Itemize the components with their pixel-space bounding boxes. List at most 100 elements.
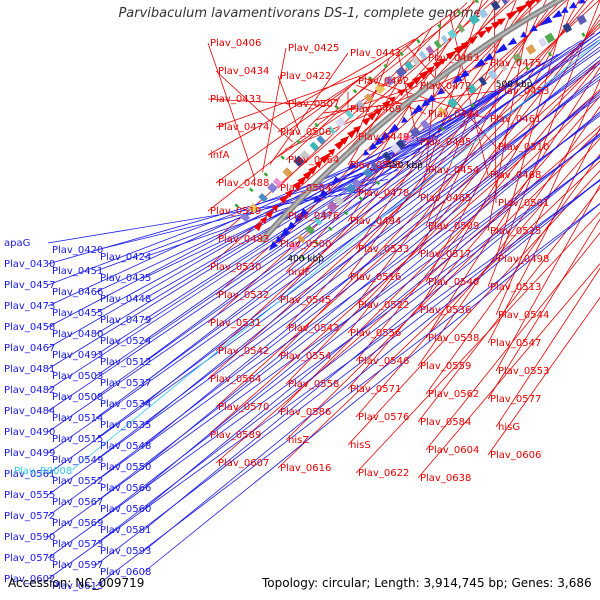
forward-cds-arrow [397,88,406,97]
forward-label-leader [207,98,332,107]
forward-gene-label: Plav_0501 [498,198,549,209]
reverse-gene-label: Plav_0613 [52,581,103,592]
reverse-label-leader [95,178,388,251]
forward-cog-block [404,60,414,71]
inner-marker [358,196,364,201]
genome-backbone-highlight [260,0,562,243]
forward-label-leader [487,127,600,344]
forward-cds-arrow [319,151,333,164]
reverse-cds-arrow [319,188,328,198]
reverse-gene-label: Plav_0480 [52,329,103,340]
reverse-cog-block [544,32,556,44]
reverse-cds-arrow [507,37,518,46]
forward-gene-label: Plav_0422 [280,71,331,82]
reverse-gene-label: Plav_0535 [100,420,151,431]
reverse-gene-label: Plav_0534 [100,399,151,410]
forward-label-leader [355,137,600,418]
reverse-label-leader [95,179,600,566]
reverse-cds-arrow [425,94,436,104]
reverse-cog-block [382,151,392,161]
forward-gene-label: Plav_0507 [288,99,339,110]
reverse-label-leader [143,155,600,531]
forward-gene-label: Plav_0517 [420,249,471,260]
forward-gene-label: Plav_0510 [498,142,549,153]
kbp-tick-mark [317,252,323,258]
forward-cds-arrow [253,221,264,232]
reverse-cds-arrow [347,161,357,171]
rna-label-leader [71,39,600,471]
forward-gene-label: Plav_0558 [288,379,339,390]
reverse-cds-arrow [296,208,309,221]
reverse-cog-block [362,167,374,179]
reverse-label-leader [95,93,600,482]
reverse-cog-block [390,143,401,155]
forward-label-leader [285,0,537,273]
reverse-cds-arrow [538,15,553,27]
forward-cds-arrow [535,0,540,4]
forward-cog-block [374,83,386,95]
forward-cog-block [418,50,428,61]
reverse-cog-block [288,241,299,252]
reverse-gene-label: Plav_0467 [4,343,55,354]
reverse-gene-label: Plav_0515 [52,434,103,445]
reverse-cds-arrow [577,0,586,4]
reverse-gene-label: Plav_0473 [4,301,55,312]
forward-label-leader [347,0,501,222]
forward-cds-arrow [406,80,417,90]
reverse-cog-block [576,14,587,25]
forward-cds-arrow [260,216,268,225]
forward-label-leader [417,263,600,479]
reverse-label-leader [143,72,600,447]
forward-gene-label: Plav_0542 [218,346,269,357]
reverse-gene-label: Plav_0549 [52,455,103,466]
forward-gene-label: Plav_0562 [428,389,479,400]
reverse-gene-label: Plav_0590 [4,532,55,543]
reverse-cog-block [478,76,488,86]
forward-cog-block [293,155,305,167]
forward-gene-label: Plav_0532 [218,290,269,301]
feature-labels: Plav_0406 Plav_0425 Plav_0442 Plav_0463 Plav… [4,38,549,592]
forward-gene-label: Plav_0516 [350,272,401,283]
forward-cog-block [299,150,311,161]
forward-label-leader [277,2,468,189]
reverse-label-leader [47,83,511,328]
reverse-cog-block [395,139,406,150]
reverse-gene-label: Plav_0490 [4,427,55,438]
inner-marker [581,32,586,38]
forward-gene-label: Plav_0543 [288,323,339,334]
forward-cog-block [334,116,346,128]
inner-marker [440,126,445,131]
forward-gene-label: Plav_0589 [210,430,261,441]
forward-gene-label: Plav_0638 [420,473,471,484]
reverse-gene-label: Plav_0550 [100,462,151,473]
forward-cog-block [447,29,458,40]
forward-gene-label: Plav_0545 [280,295,331,306]
forward-cog-block [240,212,251,223]
reverse-gene-label: Plav_0435 [100,273,151,284]
forward-gene-label: Plav_0547 [490,338,541,349]
forward-gene-label: hisG [498,422,520,433]
outer-marker [234,203,240,208]
reverse-cog-block [345,183,357,195]
reverse-cds-arrow [363,149,370,156]
reverse-cds-arrow [377,131,390,144]
forward-cds-arrow [412,75,424,85]
forward-gene-label: Plav_0488 [218,178,269,189]
reverse-cog-block [437,106,447,116]
reverse-gene-label: Plav_0458 [4,322,55,333]
inner-marker [343,210,349,216]
forward-label-leader [215,59,600,408]
inner-marker [470,103,476,108]
forward-label-leader [417,187,600,423]
kbp-tick-label: 400 kbp [287,254,324,264]
reverse-cog-block [466,83,478,95]
reverse-cds-arrow [409,104,424,116]
forward-label-leader [285,59,600,385]
reverse-label-leader [95,76,523,335]
reverse-label-leader [95,202,600,587]
outer-marker [474,0,479,4]
inner-marker [547,51,553,57]
reverse-cog-block [525,44,537,55]
reverse-gene-label: Plav_0581 [100,525,151,536]
forward-label-leader [207,26,600,380]
